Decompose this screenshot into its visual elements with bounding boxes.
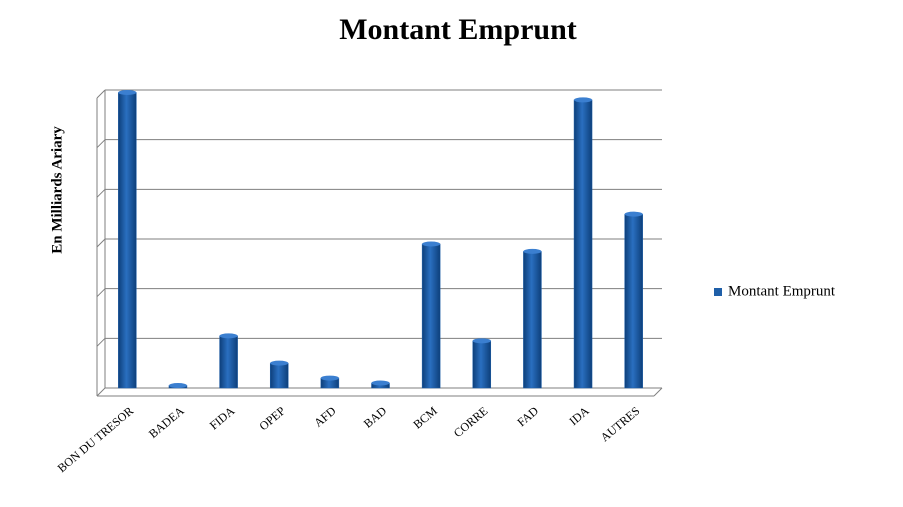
bar-top	[371, 380, 390, 386]
bar-top	[168, 383, 187, 389]
x-tick-label: FIDA	[207, 403, 238, 432]
bar-top	[422, 241, 441, 247]
grid-line-depth	[96, 337, 106, 347]
bar-top	[574, 97, 593, 103]
x-tick-label: BON DU TRESOR	[55, 404, 136, 475]
bar-top	[219, 333, 238, 339]
grid-line-depth	[96, 89, 106, 99]
bar	[219, 335, 238, 389]
x-tick-label: OPEP	[256, 403, 288, 433]
grid-line-depth	[96, 387, 106, 397]
grid-line-depth	[96, 288, 106, 298]
chart-title: Montant Emprunt	[339, 13, 577, 46]
bar-top	[320, 375, 339, 381]
bar-top	[624, 211, 643, 217]
x-tick-label: BCM	[410, 403, 440, 431]
bar	[421, 243, 441, 389]
bar-top	[270, 360, 289, 366]
x-tick-label: BAD	[361, 403, 390, 430]
floor-edge	[653, 387, 663, 397]
grid-line-depth	[96, 139, 106, 149]
bar	[624, 213, 643, 389]
bar	[573, 99, 593, 389]
x-tick-label: AUTRES	[598, 404, 643, 445]
legend-label: Montant Emprunt	[728, 283, 836, 299]
bar-top	[118, 89, 137, 95]
x-tick-label: AFD	[311, 403, 339, 429]
grid-line-depth	[96, 188, 106, 198]
legend-swatch	[714, 288, 722, 296]
bar	[118, 92, 137, 389]
bar	[269, 362, 289, 389]
y-axis-label: En Milliards Ariary	[49, 126, 65, 254]
grid-line-depth	[96, 238, 106, 248]
bar	[523, 251, 542, 389]
x-tick-label: FAD	[514, 403, 541, 429]
bar	[472, 340, 492, 389]
x-tick-label: IDA	[566, 403, 592, 428]
x-tick-label: BADEA	[146, 403, 187, 441]
x-tick-label: CORRE	[451, 404, 491, 440]
bar-top	[523, 248, 542, 254]
bar-top	[472, 338, 491, 344]
